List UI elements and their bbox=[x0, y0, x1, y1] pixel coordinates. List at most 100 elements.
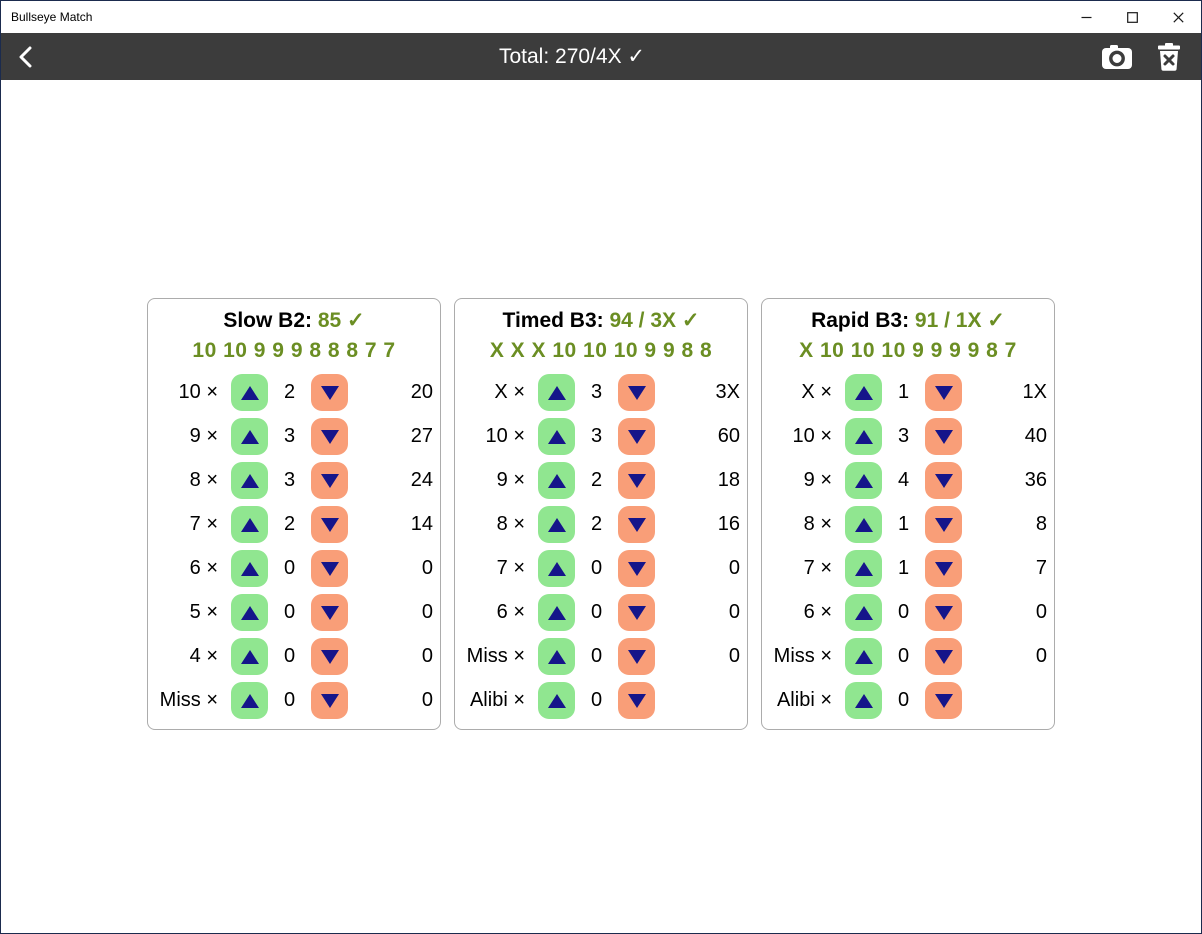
score-rows: 10 × 2 20 9 × 3 27 8 × 3 24 bbox=[148, 374, 440, 719]
decrement-button[interactable] bbox=[311, 594, 348, 631]
shot-count: 0 bbox=[897, 689, 910, 711]
increment-button[interactable] bbox=[538, 462, 575, 499]
score-row-label: 6 × bbox=[803, 601, 832, 623]
increment-button[interactable] bbox=[538, 594, 575, 631]
down-triangle-icon bbox=[320, 429, 339, 444]
increment-button[interactable] bbox=[231, 550, 268, 587]
decrement-button[interactable] bbox=[618, 594, 655, 631]
score-row: 10 × 2 20 bbox=[148, 374, 440, 411]
decrement-button[interactable] bbox=[311, 506, 348, 543]
increment-button[interactable] bbox=[231, 462, 268, 499]
camera-button[interactable] bbox=[1095, 37, 1139, 77]
increment-button[interactable] bbox=[845, 550, 882, 587]
stage-title: Slow B2: 85 ✓ bbox=[148, 305, 440, 336]
up-triangle-icon bbox=[240, 517, 259, 532]
increment-button[interactable] bbox=[231, 682, 268, 719]
increment-button[interactable] bbox=[845, 638, 882, 675]
decrement-button[interactable] bbox=[925, 594, 962, 631]
stage-score-label: 85 ✓ bbox=[317, 309, 365, 332]
stage-card: Rapid B3: 91 / 1X ✓ X 10 10 10 9 9 9 9 8… bbox=[761, 298, 1055, 730]
stage-name-label: Rapid B3: bbox=[811, 309, 915, 332]
decrement-button[interactable] bbox=[925, 374, 962, 411]
decrement-button[interactable] bbox=[311, 638, 348, 675]
decrement-button[interactable] bbox=[618, 682, 655, 719]
score-row-label: 6 × bbox=[189, 557, 218, 579]
decrement-button[interactable] bbox=[618, 506, 655, 543]
row-total: 7 bbox=[1035, 557, 1047, 579]
decrement-button[interactable] bbox=[618, 374, 655, 411]
decrement-button[interactable] bbox=[925, 462, 962, 499]
maximize-button[interactable] bbox=[1109, 1, 1155, 33]
increment-button[interactable] bbox=[538, 638, 575, 675]
score-row: Miss × 0 0 bbox=[455, 638, 747, 675]
increment-button[interactable] bbox=[231, 594, 268, 631]
row-total: 60 bbox=[717, 425, 740, 447]
increment-button[interactable] bbox=[845, 594, 882, 631]
increment-button[interactable] bbox=[231, 638, 268, 675]
increment-button[interactable] bbox=[845, 374, 882, 411]
increment-button[interactable] bbox=[231, 418, 268, 455]
row-total: 0 bbox=[421, 645, 433, 667]
decrement-button[interactable] bbox=[311, 550, 348, 587]
window-controls bbox=[1063, 1, 1201, 33]
shot-count: 0 bbox=[590, 601, 603, 623]
score-rows: X × 3 3X 10 × 3 60 9 × 2 18 bbox=[455, 374, 747, 719]
shot-count: 3 bbox=[590, 381, 603, 403]
score-row-label: 7 × bbox=[189, 513, 218, 535]
shot-count: 0 bbox=[283, 601, 296, 623]
score-row: 8 × 2 16 bbox=[455, 506, 747, 543]
increment-button[interactable] bbox=[538, 418, 575, 455]
trash-x-icon bbox=[1158, 42, 1180, 71]
decrement-button[interactable] bbox=[925, 638, 962, 675]
up-triangle-icon bbox=[854, 473, 873, 488]
decrement-button[interactable] bbox=[311, 374, 348, 411]
up-triangle-icon bbox=[854, 429, 873, 444]
shot-count: 0 bbox=[897, 645, 910, 667]
down-triangle-icon bbox=[627, 649, 646, 664]
increment-button[interactable] bbox=[538, 550, 575, 587]
decrement-button[interactable] bbox=[618, 638, 655, 675]
increment-button[interactable] bbox=[538, 506, 575, 543]
decrement-button[interactable] bbox=[311, 462, 348, 499]
decrement-button[interactable] bbox=[311, 418, 348, 455]
shot-count: 2 bbox=[590, 513, 603, 535]
decrement-button[interactable] bbox=[925, 506, 962, 543]
down-triangle-icon bbox=[627, 561, 646, 576]
increment-button[interactable] bbox=[845, 506, 882, 543]
increment-button[interactable] bbox=[845, 682, 882, 719]
up-triangle-icon bbox=[240, 385, 259, 400]
match-total-label: Total: 270/4X ✓ bbox=[498, 45, 645, 68]
decrement-button[interactable] bbox=[618, 550, 655, 587]
increment-button[interactable] bbox=[231, 506, 268, 543]
back-button[interactable] bbox=[1, 33, 49, 80]
row-total: 3X bbox=[715, 381, 740, 403]
decrement-button[interactable] bbox=[311, 682, 348, 719]
score-row-label: 7 × bbox=[803, 557, 832, 579]
down-triangle-icon bbox=[320, 605, 339, 620]
minimize-button[interactable] bbox=[1063, 1, 1109, 33]
up-triangle-icon bbox=[854, 693, 873, 708]
increment-button[interactable] bbox=[538, 374, 575, 411]
shot-string: 10 10 9 9 9 8 8 8 7 7 bbox=[192, 339, 396, 362]
titlebar: Bullseye Match bbox=[1, 1, 1201, 33]
decrement-button[interactable] bbox=[618, 418, 655, 455]
increment-button[interactable] bbox=[845, 418, 882, 455]
decrement-button[interactable] bbox=[618, 462, 655, 499]
delete-button[interactable] bbox=[1147, 37, 1191, 77]
stage-title: Rapid B3: 91 / 1X ✓ bbox=[762, 305, 1054, 336]
decrement-button[interactable] bbox=[925, 418, 962, 455]
increment-button[interactable] bbox=[538, 682, 575, 719]
score-row: 9 × 3 27 bbox=[148, 418, 440, 455]
decrement-button[interactable] bbox=[925, 682, 962, 719]
row-total: 14 bbox=[410, 513, 433, 535]
shot-count: 0 bbox=[283, 689, 296, 711]
camera-icon bbox=[1102, 44, 1132, 69]
increment-button[interactable] bbox=[845, 462, 882, 499]
close-button[interactable] bbox=[1155, 1, 1201, 33]
score-row: 7 × 0 0 bbox=[455, 550, 747, 587]
shot-count: 0 bbox=[590, 557, 603, 579]
increment-button[interactable] bbox=[231, 374, 268, 411]
chevron-left-icon bbox=[19, 46, 32, 67]
decrement-button[interactable] bbox=[925, 550, 962, 587]
up-triangle-icon bbox=[547, 517, 566, 532]
